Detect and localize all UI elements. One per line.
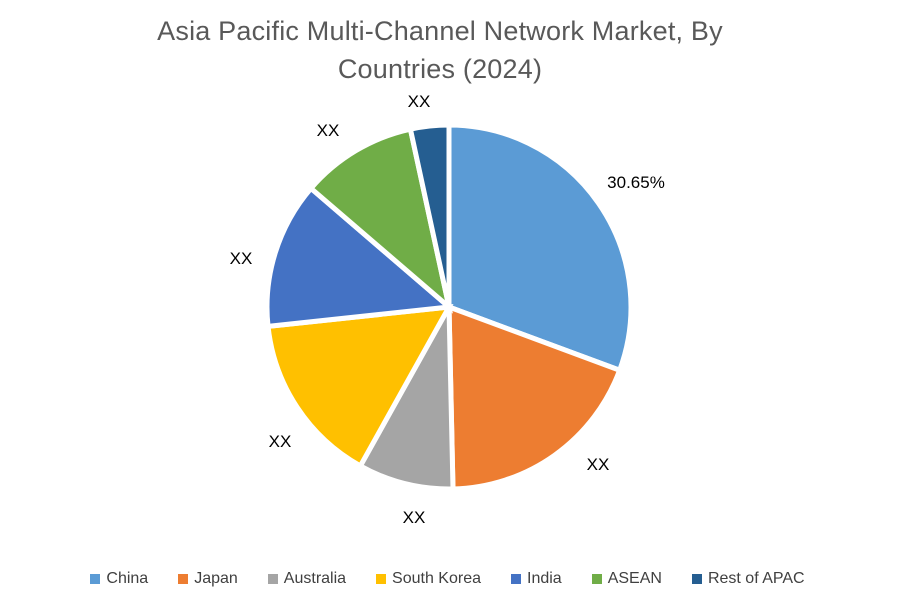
data-label-japan: XX <box>586 455 610 474</box>
legend-label: ASEAN <box>607 570 662 587</box>
legend-item-australia: Australia <box>267 570 347 588</box>
chart-title: Asia Pacific Multi-Channel Network Marke… <box>0 12 880 88</box>
data-label-australia: XX <box>402 508 426 527</box>
chart-title-line2: Countries (2024) <box>337 54 543 84</box>
pie-slice-south-korea <box>265 303 454 470</box>
legend-label: Japan <box>194 570 238 587</box>
pie-slice-asean <box>307 126 454 314</box>
legend: China Japan Australia South Korea India … <box>0 570 895 588</box>
pie-slice-china <box>446 122 634 374</box>
data-label-asean: XX <box>316 121 340 140</box>
pie-chart <box>264 122 634 492</box>
chart-title-line1: Asia Pacific Multi-Channel Network Marke… <box>157 16 723 46</box>
legend-swatch-icon <box>178 574 189 584</box>
legend-item-china: China <box>90 570 148 588</box>
pie-slice-rest-of-apac <box>407 122 452 308</box>
legend-swatch-icon <box>511 574 521 584</box>
legend-item-rest-of-apac: Rest of APAC <box>691 570 805 588</box>
legend-swatch-icon <box>591 574 602 584</box>
legend-swatch-icon <box>376 574 387 584</box>
legend-label: South Korea <box>392 570 481 587</box>
legend-label: China <box>106 570 149 587</box>
data-label-south-korea: XX <box>268 432 292 451</box>
legend-item-japan: Japan <box>178 570 238 588</box>
legend-label: India <box>527 570 562 587</box>
legend-swatch-icon <box>691 574 702 584</box>
legend-item-south-korea: South Korea <box>376 570 481 588</box>
pie-slice-india <box>264 184 456 330</box>
legend-label: Australia <box>283 570 347 587</box>
pie-slice-japan <box>446 303 623 492</box>
data-label-rest-of-apac: XX <box>407 92 431 111</box>
legend-label: Rest of APAC <box>707 570 805 587</box>
pie-plot-area <box>262 120 636 494</box>
legend-swatch-icon <box>267 574 278 584</box>
legend-item-asean: ASEAN <box>591 570 662 588</box>
data-label-china: 30.65% <box>607 173 665 192</box>
data-label-india: XX <box>229 249 253 268</box>
legend-item-india: India <box>511 570 562 588</box>
legend-swatch-icon <box>90 574 101 584</box>
